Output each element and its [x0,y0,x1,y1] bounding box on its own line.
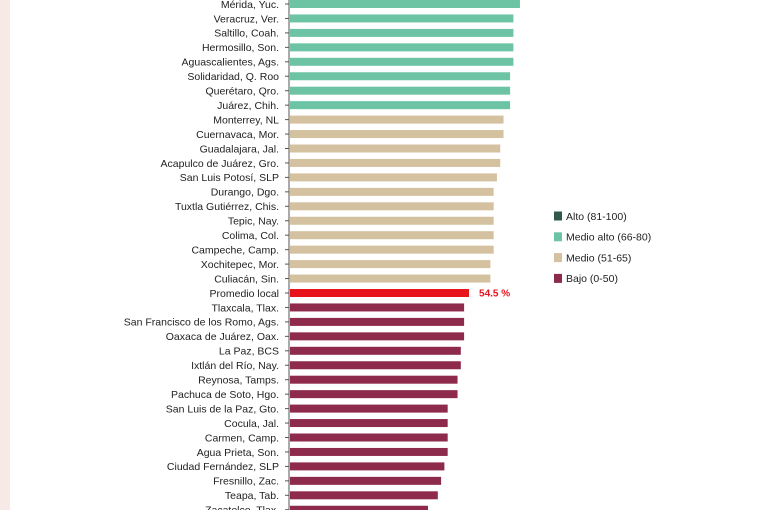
bar [290,390,458,399]
bar [290,346,461,355]
category-label: Promedio local [210,288,279,300]
category-label: Teapa, Tab. [225,490,279,502]
category-label: Juárez, Chih. [217,100,279,112]
category-label: Campeche, Camp. [191,244,279,256]
category-label: Veracruz, Ver. [214,13,279,25]
bar [290,115,504,124]
legend-label: Bajo (0-50) [566,273,618,285]
bar [290,28,514,37]
category-label: Cuernavaca, Mor. [196,129,279,141]
bar [290,101,511,110]
bar [290,144,501,153]
bar [290,173,497,182]
category-label: Saltillo, Coah. [214,28,279,40]
bar [290,260,491,269]
category-label: Ciudad Fernández, SLP [167,461,279,473]
bar [290,0,520,8]
bar [290,505,428,510]
category-label: Ixtlán del Río, Nay. [191,360,279,372]
bar [290,202,494,211]
bar [290,361,461,370]
bar [290,317,465,326]
category-label: Tepic, Nay. [228,216,279,228]
bar [290,476,442,485]
bar [290,158,501,167]
bar [290,491,438,500]
bar [290,245,494,254]
bar [290,231,494,240]
category-label: Agua Prieta, Son. [197,447,279,459]
data-label: 54.5 % [479,289,510,300]
category-label: Cocula, Jal. [224,418,279,430]
bar [290,274,491,283]
category-label: San Luis de la Paz, Gto. [166,403,279,415]
bar [290,289,470,297]
category-label: Guadalajara, Jal. [200,143,279,155]
category-label: Zacatelco, Tlax. [205,505,279,510]
bar [290,86,511,95]
bar [290,375,458,384]
bar [290,130,504,139]
legend-label: Alto (81-100) [566,211,627,223]
category-label: Pachuca de Soto, Hgo. [171,389,279,401]
category-label: Tuxtla Gutiérrez, Chis. [175,201,279,213]
legend-swatch [554,253,562,263]
category-label: Mérida, Yuc. [221,0,279,11]
category-label: Tlaxcala, Tlax. [212,302,280,314]
category-label: Reynosa, Tamps. [198,375,279,387]
bar [290,419,448,428]
bar [290,14,514,23]
bar [290,332,465,341]
bar [290,433,448,442]
category-label: Hermosillo, Son. [202,42,279,54]
category-label: Fresnillo, Zac. [213,476,279,488]
category-label: Durango, Dgo. [211,187,279,199]
bar [290,216,494,225]
legend-label: Medio (51-65) [566,252,631,264]
category-label: San Francisco de los Romo, Ags. [124,317,279,329]
bar [290,303,465,312]
left-margin-strip [0,0,10,510]
category-label: San Luis Potosí, SLP [180,172,279,184]
category-label: Carmen, Camp. [205,432,279,444]
bar [290,447,448,456]
category-label: Querétaro, Qro. [205,86,279,98]
bar [290,404,448,413]
category-label: Oaxaca de Juárez, Oax. [166,331,279,343]
bar [290,57,514,66]
category-label: Monterrey, NL [213,114,279,126]
legend-swatch [554,211,562,221]
category-label: Culiacán, Sin. [214,273,279,285]
bar [290,462,445,471]
legend-label: Medio alto (66-80) [566,232,651,244]
category-label: Solidaridad, Q. Roo [187,71,279,83]
category-label: Xochitepec, Mor. [201,259,279,271]
category-label: Acapulco de Juárez, Gro. [161,158,279,170]
category-label: Aguascalientes, Ags. [182,57,279,69]
category-label: Colima, Col. [222,230,279,242]
bar [290,187,494,196]
category-label: La Paz, BCS [219,346,279,358]
legend-swatch [554,273,562,283]
bar [290,43,514,52]
bar [290,72,511,81]
legend-swatch [554,232,562,242]
